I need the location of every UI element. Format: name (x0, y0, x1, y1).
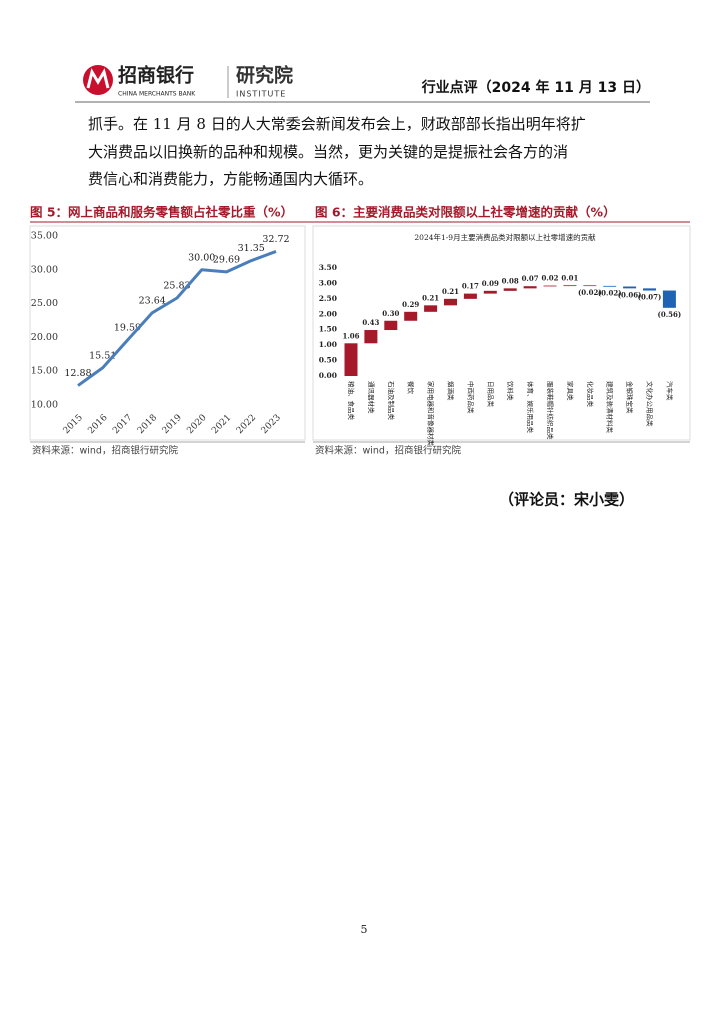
y-tick-label: 20.00 (31, 332, 58, 343)
bar (364, 330, 378, 344)
bar (603, 285, 617, 287)
y-tick-label: 15.00 (31, 366, 58, 377)
x-tick-label: 化妆品类 (586, 381, 595, 408)
chart-frame (29, 225, 306, 441)
y-tick-label: 0.50 (319, 356, 337, 365)
x-tick-label: 餐饮 (407, 381, 416, 395)
data-label: 25.83 (163, 280, 190, 291)
data-label: 29.69 (213, 254, 240, 265)
data-label: 0.07 (522, 274, 539, 283)
x-tick-label: 粮油、食品类 (347, 381, 356, 421)
data-label: 0.29 (402, 300, 419, 309)
data-label: 1.06 (342, 331, 359, 340)
y-tick-label: 30.00 (31, 264, 58, 275)
data-label: 30.00 (188, 252, 215, 263)
data-label: 31.35 (238, 243, 265, 254)
bar (563, 285, 577, 287)
reviewer: （评论员：宋小雯） (499, 491, 634, 509)
data-label: (0.56) (658, 310, 682, 319)
y-tick-label: 3.50 (319, 263, 337, 272)
bar (483, 290, 497, 294)
data-label: 15.51 (89, 350, 116, 361)
data-label: (0.07) (638, 293, 662, 302)
x-tick-label: 通讯器材类 (367, 381, 376, 414)
y-tick-label: 35.00 (31, 231, 58, 242)
y-tick-label: 3.00 (319, 278, 337, 287)
bar (623, 286, 637, 289)
y-tick-label: 1.50 (319, 325, 337, 334)
data-label: 0.01 (561, 273, 578, 282)
bar (344, 343, 358, 376)
x-tick-label: 石油及制品类 (387, 381, 396, 421)
institute: 研究院 (236, 64, 293, 87)
bar (424, 305, 438, 312)
page-number: 5 (361, 923, 368, 936)
x-tick-label: 家用电器和音像器材类 (427, 381, 436, 447)
body-line: 大消费品以旧换新的品种和规模。当然，更为关键的是提振社会各方的消 (88, 143, 568, 161)
y-tick-label: 2.50 (319, 294, 337, 303)
data-label: 0.17 (462, 282, 479, 291)
bar (523, 286, 537, 289)
bar (384, 320, 398, 331)
report-label: 行业点评（2024 年 11 月 13 日） (421, 79, 650, 96)
institute-sub: INSTITUTE (236, 90, 286, 99)
bar (463, 293, 477, 299)
bar (662, 290, 676, 308)
x-tick-label: 家具类 (566, 381, 575, 401)
logo-name: 招商银行 (118, 64, 194, 87)
y-tick-label: 2.00 (319, 309, 337, 318)
x-tick-label: 中西药品类 (466, 381, 475, 414)
bar (503, 288, 517, 291)
x-tick-label: 文化办公用品类 (646, 381, 655, 427)
logo-m (86, 68, 110, 89)
chart-frame (312, 225, 691, 441)
data-label: 32.72 (262, 234, 289, 245)
data-label: 0.30 (382, 309, 399, 318)
data-label: (0.02) (578, 288, 602, 297)
x-tick-label: 汽车类 (665, 381, 674, 401)
y-tick-label: 25.00 (31, 298, 58, 309)
x-tick-label: 金银珠宝类 (626, 381, 635, 414)
x-tick-label: 建筑及装潢材料类 (606, 381, 615, 434)
x-tick-label: 体育、娱乐用品类 (526, 381, 535, 434)
data-label: 23.64 (139, 295, 166, 306)
body-line: 抓手。在 11 月 8 日的人大常委会新闻发布会上，财政部部长指出明年将扩 (88, 115, 586, 133)
x-tick-label: 饮料类 (506, 381, 515, 401)
source: 资料来源：wind，招商银行研究院 (32, 445, 178, 457)
bar (643, 288, 656, 291)
y-tick-label: 1.00 (319, 340, 337, 349)
line-series (77, 250, 277, 387)
data-label: 0.08 (502, 276, 519, 285)
data-label: 0.21 (422, 293, 439, 302)
bar (444, 298, 457, 306)
source: 资料来源：wind，招商银行研究院 (315, 445, 461, 457)
bar (583, 285, 597, 287)
y-tick-label: 0.00 (319, 371, 337, 380)
x-tick-label: 日用品类 (486, 381, 495, 408)
data-label: (0.06) (618, 290, 642, 299)
bar (543, 285, 557, 287)
data-label: 19.59 (114, 323, 141, 334)
data-label: 12.88 (64, 368, 91, 379)
data-label: 0.09 (482, 279, 499, 288)
chart-subtitle: 2024年1-9月主要消费品类对限额以上社零增速的贡献 (414, 232, 596, 242)
body-line: 费信心和消费能力，方能畅通国内大循环。 (88, 170, 373, 188)
data-label: 0.43 (362, 318, 379, 327)
data-label: 0.21 (442, 287, 459, 296)
x-tick-label: 烟酒类 (447, 381, 456, 401)
logo-sub: CHINA MERCHANTS BANK (118, 91, 196, 98)
figure-title: 图 6：主要消费品类对限额以上社零增速的贡献（%） (315, 205, 616, 220)
data-label: 0.02 (541, 274, 558, 283)
data-label: (0.02) (598, 289, 622, 298)
bar (404, 311, 418, 321)
figure-title: 图 5：网上商品和服务零售额占社零比重（%） (30, 205, 293, 220)
x-tick-label: 服装鞋帽针纺织品类 (546, 381, 555, 440)
y-tick-label: 10.00 (31, 400, 58, 411)
